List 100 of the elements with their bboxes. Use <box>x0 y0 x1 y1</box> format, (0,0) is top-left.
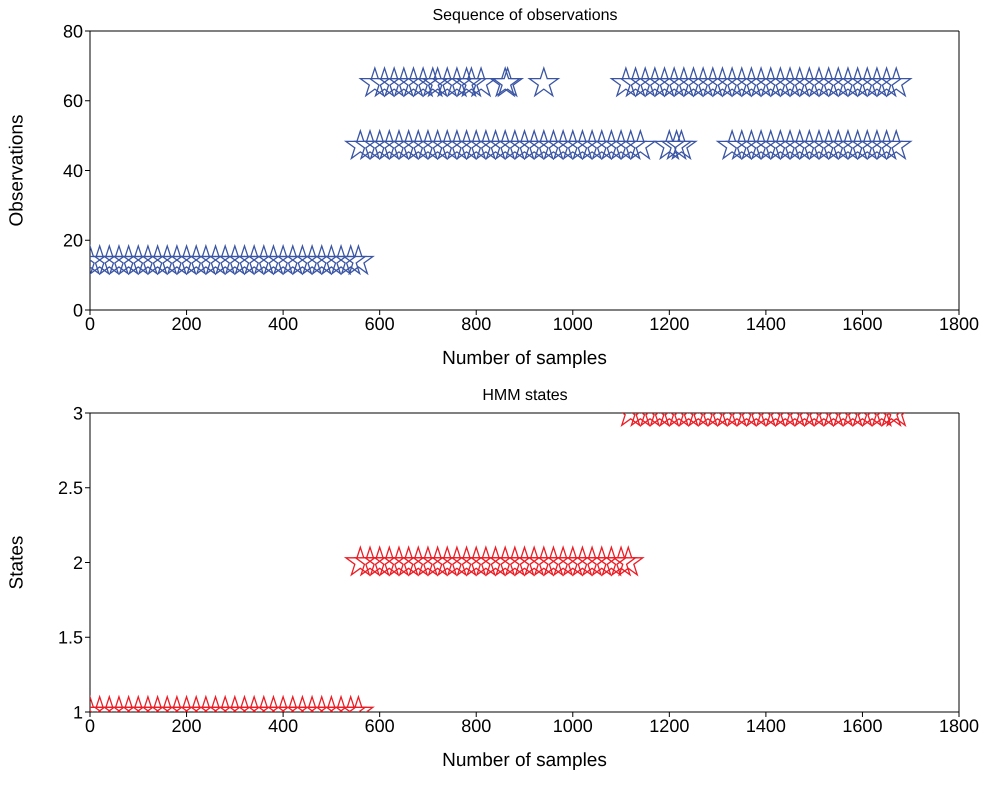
point <box>606 130 636 160</box>
point <box>229 245 260 274</box>
point <box>296 245 328 274</box>
x-axis-title: Number of samples <box>442 348 607 369</box>
point <box>823 130 854 160</box>
point <box>616 130 646 160</box>
point <box>842 67 873 96</box>
point <box>871 130 902 160</box>
point <box>519 130 550 160</box>
x-tick-label: 1000 <box>552 314 593 334</box>
point <box>210 245 240 274</box>
point <box>123 245 154 274</box>
point <box>862 130 892 160</box>
point <box>881 130 912 160</box>
point <box>364 130 395 160</box>
point <box>765 67 796 96</box>
point <box>345 130 376 160</box>
point <box>640 67 670 96</box>
x-tick-label: 200 <box>172 314 202 334</box>
point <box>661 130 692 160</box>
point <box>200 245 231 274</box>
point <box>538 130 569 160</box>
point <box>832 130 864 160</box>
point <box>220 245 250 274</box>
point <box>316 245 347 274</box>
x-tick-label: 600 <box>364 716 395 736</box>
point <box>678 67 709 96</box>
point <box>466 67 496 96</box>
point <box>470 130 501 160</box>
point <box>442 130 472 160</box>
x-tick-label: 1400 <box>746 716 786 736</box>
point <box>132 245 164 274</box>
point <box>649 67 680 96</box>
point <box>432 67 462 96</box>
point <box>852 130 882 160</box>
point <box>620 67 651 96</box>
point <box>114 245 144 274</box>
point <box>666 130 697 160</box>
point <box>354 130 386 160</box>
point <box>94 245 124 274</box>
point <box>398 67 429 96</box>
y-tick-label: 3 <box>72 403 83 424</box>
x-axis-title: Number of samples <box>442 750 607 771</box>
point <box>408 67 438 96</box>
point <box>716 67 748 96</box>
point <box>500 130 530 160</box>
point <box>596 130 627 160</box>
point <box>442 67 472 96</box>
x-tick-label: 800 <box>461 716 492 736</box>
point <box>336 245 366 274</box>
point <box>239 245 270 274</box>
x-tick-label: 1600 <box>842 314 882 334</box>
point <box>456 67 487 96</box>
point <box>726 130 757 160</box>
point <box>586 130 617 160</box>
point <box>379 67 410 96</box>
point <box>528 67 559 96</box>
point <box>104 245 134 274</box>
point <box>480 130 511 160</box>
point <box>369 67 400 96</box>
x-tick-label: 1600 <box>842 716 882 736</box>
point <box>852 67 882 96</box>
x-tick-label: 600 <box>364 314 395 334</box>
point <box>422 67 453 96</box>
point <box>716 130 748 160</box>
point <box>171 245 202 274</box>
point <box>804 67 834 96</box>
point <box>418 67 448 96</box>
x-tick-label: 1800 <box>938 716 980 736</box>
x-tick-label: 1200 <box>649 716 690 736</box>
point <box>422 130 453 160</box>
point <box>726 67 757 96</box>
point <box>774 130 806 160</box>
point <box>384 130 414 160</box>
y-tick-label: 0 <box>72 300 83 320</box>
x-tick-label: 1400 <box>746 314 786 334</box>
point <box>248 245 279 274</box>
point <box>403 130 434 160</box>
point <box>746 130 776 160</box>
point <box>688 67 718 96</box>
point <box>490 130 520 160</box>
point <box>412 130 444 160</box>
point <box>707 67 738 96</box>
point <box>610 67 642 96</box>
point <box>862 67 892 96</box>
point <box>374 130 404 160</box>
point <box>152 245 182 274</box>
point <box>360 67 390 96</box>
point <box>278 245 308 274</box>
point <box>548 130 578 160</box>
x-tick-label: 1200 <box>649 314 690 334</box>
point <box>268 245 298 274</box>
point <box>630 67 660 96</box>
point <box>756 130 786 160</box>
x-tick-label: 1800 <box>938 314 980 334</box>
point <box>432 130 462 160</box>
point <box>842 130 873 160</box>
point <box>190 245 221 274</box>
point <box>823 67 854 96</box>
point <box>698 67 728 96</box>
